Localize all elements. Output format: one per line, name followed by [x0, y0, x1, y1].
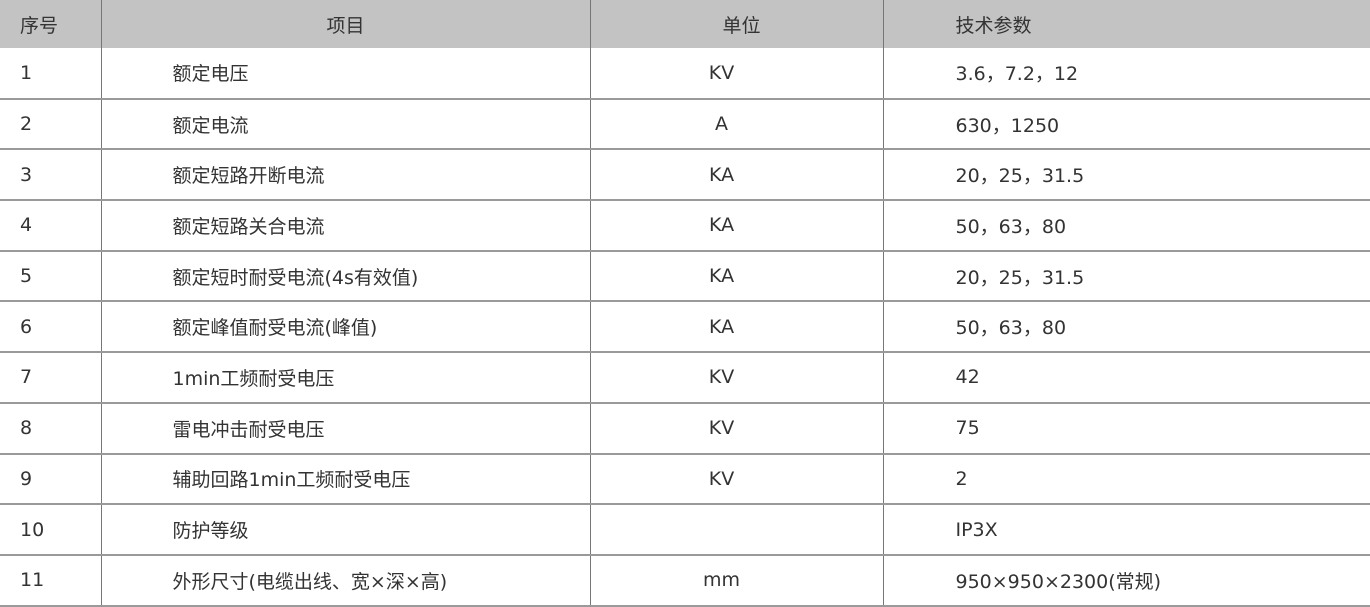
header-unit: 单位	[589, 0, 883, 48]
cell-spec: 42	[882, 352, 1370, 403]
cell-spec: 630，1250	[882, 98, 1370, 150]
table-row: 2 额定电流 A 630，1250	[0, 98, 1370, 150]
table-row: 3 额定短路开断电流 KA 20，25，31.5	[0, 149, 1370, 201]
header-no: 序号	[20, 14, 59, 37]
cell-spec: 75	[882, 402, 1370, 454]
cell-no: 6	[20, 315, 33, 338]
cell-no: 2	[20, 113, 33, 136]
cell-item: 额定电压	[100, 48, 590, 99]
cell-unit: KA	[589, 200, 883, 251]
cell-unit: KA	[589, 301, 883, 353]
header-row: 序号 项目 单位 技术参数	[0, 0, 1370, 48]
cell-item: 额定电流	[100, 98, 590, 150]
cell-item: 额定峰值耐受电流(峰值)	[100, 301, 590, 353]
cell-spec: 2	[882, 453, 1370, 505]
cell-no: 4	[20, 214, 33, 237]
header-spec: 技术参数	[882, 0, 1370, 48]
cell-item: 额定短时耐受电流(4s有效值)	[100, 250, 590, 302]
cell-unit: KV	[589, 453, 883, 505]
cell-item: 额定短路关合电流	[100, 200, 590, 251]
table-row: 6 额定峰值耐受电流(峰值) KA 50，63，80	[0, 301, 1370, 353]
table-row: 10 防护等级 IP3X	[0, 504, 1370, 555]
cell-item: 额定短路开断电流	[100, 149, 590, 201]
cell-spec: 20，25，31.5	[882, 149, 1370, 201]
cell-unit: mm	[589, 554, 883, 606]
cell-unit: KV	[589, 402, 883, 454]
cell-no: 5	[20, 265, 33, 288]
cell-spec: 20，25，31.5	[882, 250, 1370, 302]
cell-no: 11	[20, 569, 45, 592]
table-row: 8 雷电冲击耐受电压 KV 75	[0, 402, 1370, 454]
cell-no: 9	[20, 467, 33, 490]
cell-unit: KV	[589, 352, 883, 403]
cell-item: 防护等级	[100, 504, 590, 555]
table-row: 11 外形尺寸(电缆出线、宽×深×高) mm 950×950×2300(常规)	[0, 554, 1370, 606]
table-row: 5 额定短时耐受电流(4s有效值) KA 20，25，31.5	[0, 250, 1370, 302]
cell-no: 8	[20, 417, 33, 440]
cell-spec: 50，63，80	[882, 301, 1370, 353]
cell-spec: 50，63，80	[882, 200, 1370, 251]
cell-item: 雷电冲击耐受电压	[100, 402, 590, 454]
header-item: 项目	[100, 0, 590, 48]
cell-no: 10	[20, 518, 45, 541]
cell-no: 1	[20, 61, 33, 84]
cell-item: 外形尺寸(电缆出线、宽×深×高)	[100, 554, 590, 606]
cell-spec: 950×950×2300(常规)	[882, 554, 1370, 606]
cell-unit: KV	[589, 48, 883, 99]
table-row: 1 额定电压 KV 3.6，7.2，12	[0, 48, 1370, 99]
cell-no: 7	[20, 366, 33, 389]
cell-spec: 3.6，7.2，12	[882, 48, 1370, 99]
cell-item: 辅助回路1min工频耐受电压	[100, 453, 590, 505]
cell-unit: A	[589, 98, 883, 150]
cell-item: 1min工频耐受电压	[100, 352, 590, 403]
table-row: 9 辅助回路1min工频耐受电压 KV 2	[0, 453, 1370, 505]
table-row: 4 额定短路关合电流 KA 50，63，80	[0, 200, 1370, 251]
cell-unit: KA	[589, 149, 883, 201]
cell-unit: KA	[589, 250, 883, 302]
cell-unit	[589, 504, 883, 555]
table-row: 7 1min工频耐受电压 KV 42	[0, 352, 1370, 403]
cell-spec: IP3X	[882, 504, 1370, 555]
cell-no: 3	[20, 163, 33, 186]
